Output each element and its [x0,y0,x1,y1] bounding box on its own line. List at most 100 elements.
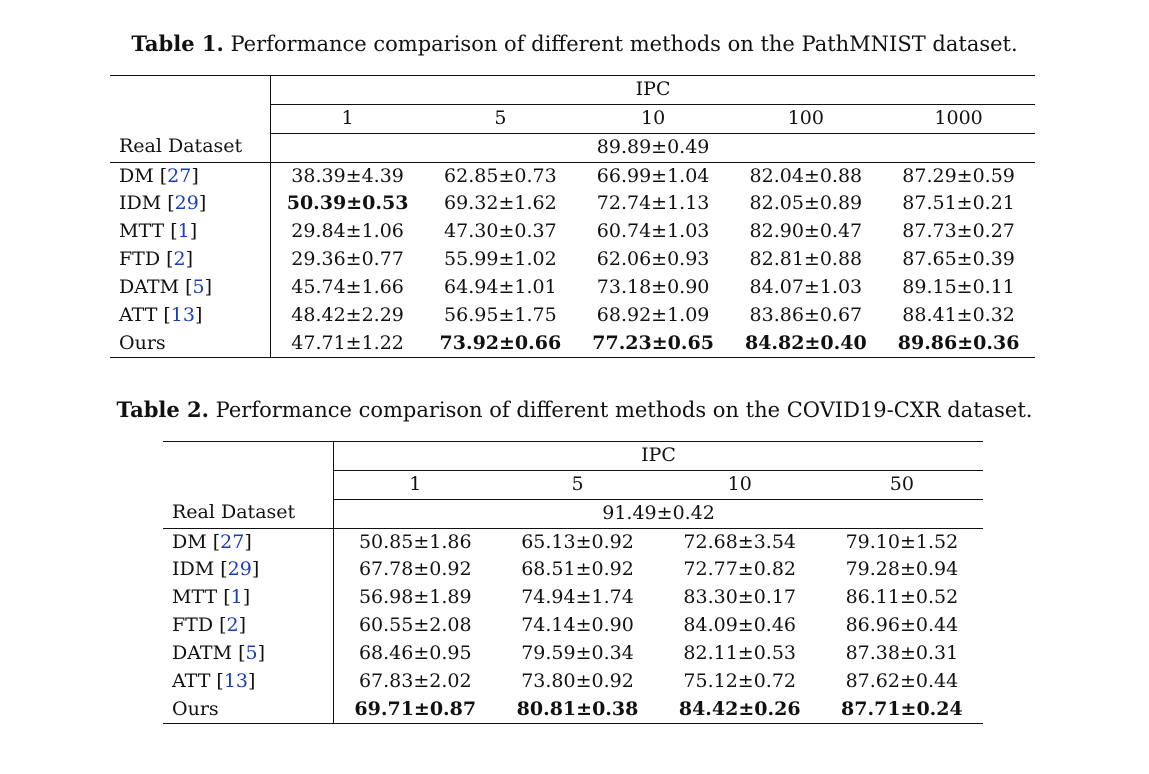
result-cell: 68.92±1.09 [596,303,710,326]
column-header-ipc-50: 50 [820,470,983,500]
table2-caption-label: Table 2. [116,397,209,422]
result-cell: 69.32±1.62 [444,192,557,215]
table1-caption: Table 1. Performance comparison of diffe… [0,31,1149,56]
result-cell: 80.81±0.38 [496,695,659,725]
table-row: DM [27] 50.85±1.86 65.13±0.92 72.68±3.54 79.… [163,528,983,557]
method-name: FTD [119,248,161,271]
table1: IPC 1 5 10 100 1000 Real Dataset 89.89±0.49 … [110,75,1035,359]
method-label: DATM [5] [110,273,272,302]
result-cell: 87.51±0.21 [902,192,1015,215]
ipc-group-header: IPC [333,441,983,471]
method-label: FTD [2] [163,612,335,640]
citation-link[interactable]: 5 [192,275,205,298]
result-cell: 73.92±0.66 [424,329,577,359]
result-cell: 60.55±2.08 [358,614,472,637]
table-row: ATT [13] 67.83±2.02 73.80±0.92 75.12±0.72 87… [163,667,983,696]
result-cell: 79.10±1.52 [845,530,959,553]
result-cell: 79.59±0.34 [521,641,634,664]
method-label: FTD [2] [110,246,272,274]
method-name: DATM [172,641,233,664]
result-cell: 56.98±1.89 [358,586,472,609]
result-cell: 82.04±0.88 [749,164,863,187]
method-name: ATT [119,303,158,326]
result-cell: 73.18±0.90 [596,275,710,298]
citation-link[interactable]: 1 [177,220,190,243]
result-cell: 29.84±1.06 [291,220,404,243]
result-cell: 55.99±1.02 [444,248,557,271]
column-header-ipc-1: 1 [270,104,424,134]
citation-link[interactable]: 27 [167,164,192,187]
result-cell: 86.96±0.44 [845,614,959,637]
method-label: ATT [13] [163,667,335,696]
citation-link[interactable]: 5 [245,641,258,664]
table-row: DATM [5] 68.46±0.95 79.59±0.34 82.11±0.53 87… [163,639,983,668]
column-header-ipc-1: 1 [333,470,497,500]
method-label: MTT [1] [163,584,335,613]
column-header-ipc-10: 10 [658,470,821,500]
result-cell: 50.85±1.86 [358,530,472,553]
result-cell: 73.80±0.92 [521,669,634,692]
citation-link[interactable]: 2 [173,248,186,271]
result-cell: 87.29±0.59 [902,164,1015,187]
result-cell: 87.65±0.39 [902,248,1015,271]
result-cell: 38.39±4.39 [291,164,404,187]
result-cell: 82.05±0.89 [749,192,863,215]
result-cell: 74.94±1.74 [521,586,634,609]
table2-caption: Table 2. Performance comparison of diffe… [0,397,1149,422]
method-name: Ours [172,697,219,720]
citation-link[interactable]: 29 [174,192,199,215]
method-label: IDM [29] [163,556,335,585]
column-header-ipc-5: 5 [424,104,577,134]
result-cell: 60.74±1.03 [596,220,710,243]
result-cell: 83.86±0.67 [749,303,863,326]
result-cell: 64.94±1.01 [444,275,557,298]
table-row: FTD [2] 29.36±0.77 55.99±1.02 62.06±0.93 82.… [110,246,1035,274]
ipc-group-header: IPC [270,75,1035,105]
result-cell: 83.30±0.17 [683,586,797,609]
column-header-ipc-1000: 1000 [882,104,1035,134]
method-name: DATM [119,275,180,298]
table-row: Ours 47.71±1.22 73.92±0.66 77.23±0.65 84.82±… [110,329,1035,359]
citation-link[interactable]: 2 [226,614,239,637]
table-row: MTT [1] 56.98±1.89 74.94±1.74 83.30±0.17 86.… [163,584,983,613]
result-cell: 47.71±1.22 [270,329,424,359]
result-cell: 67.78±0.92 [358,558,472,581]
result-cell: 72.77±0.82 [683,558,797,581]
result-cell: 56.95±1.75 [444,303,557,326]
result-cell: 47.30±0.37 [444,220,557,243]
method-name: DM [172,530,207,553]
citation-link[interactable]: 29 [227,558,252,581]
result-cell: 79.28±0.94 [845,558,959,581]
method-name: Ours [119,331,166,354]
method-label: DM [27] [163,528,335,557]
citation-link[interactable]: 1 [230,586,243,609]
method-name: IDM [119,192,162,215]
result-cell: 87.62±0.44 [845,669,959,692]
method-name: DM [119,164,154,187]
result-cell: 84.42±0.26 [658,695,821,725]
table2: IPC 1 5 10 50 Real Dataset 91.49±0.42 DM [2… [163,441,983,725]
citation-link[interactable]: 13 [170,303,196,326]
result-cell: 84.09±0.46 [683,614,797,637]
method-label: ATT [13] [110,301,272,330]
result-cell: 45.74±1.66 [291,275,404,298]
result-cell: 89.86±0.36 [882,329,1035,359]
real-dataset-value: 89.89±0.49 [270,133,1035,163]
column-header-ipc-100: 100 [729,104,883,134]
method-name: FTD [172,614,214,637]
result-cell: 84.82±0.40 [729,329,883,359]
result-cell: 74.14±0.90 [521,614,634,637]
result-cell: 68.46±0.95 [358,641,472,664]
result-cell: 88.41±0.32 [902,303,1015,326]
result-cell: 87.38±0.31 [845,641,959,664]
table-row: Ours 69.71±0.87 80.81±0.38 84.42±0.26 87.71±… [163,695,983,725]
method-label: Ours [163,695,335,725]
table-row: DATM [5] 45.74±1.66 64.94±1.01 73.18±0.90 84… [110,273,1035,302]
method-label: MTT [1] [110,218,272,247]
citation-link[interactable]: 27 [220,530,245,553]
result-cell: 77.23±0.65 [576,329,730,359]
real-dataset-label: Real Dataset [110,133,272,163]
method-label: DATM [5] [163,639,335,668]
method-name: ATT [172,669,211,692]
citation-link[interactable]: 13 [223,669,249,692]
